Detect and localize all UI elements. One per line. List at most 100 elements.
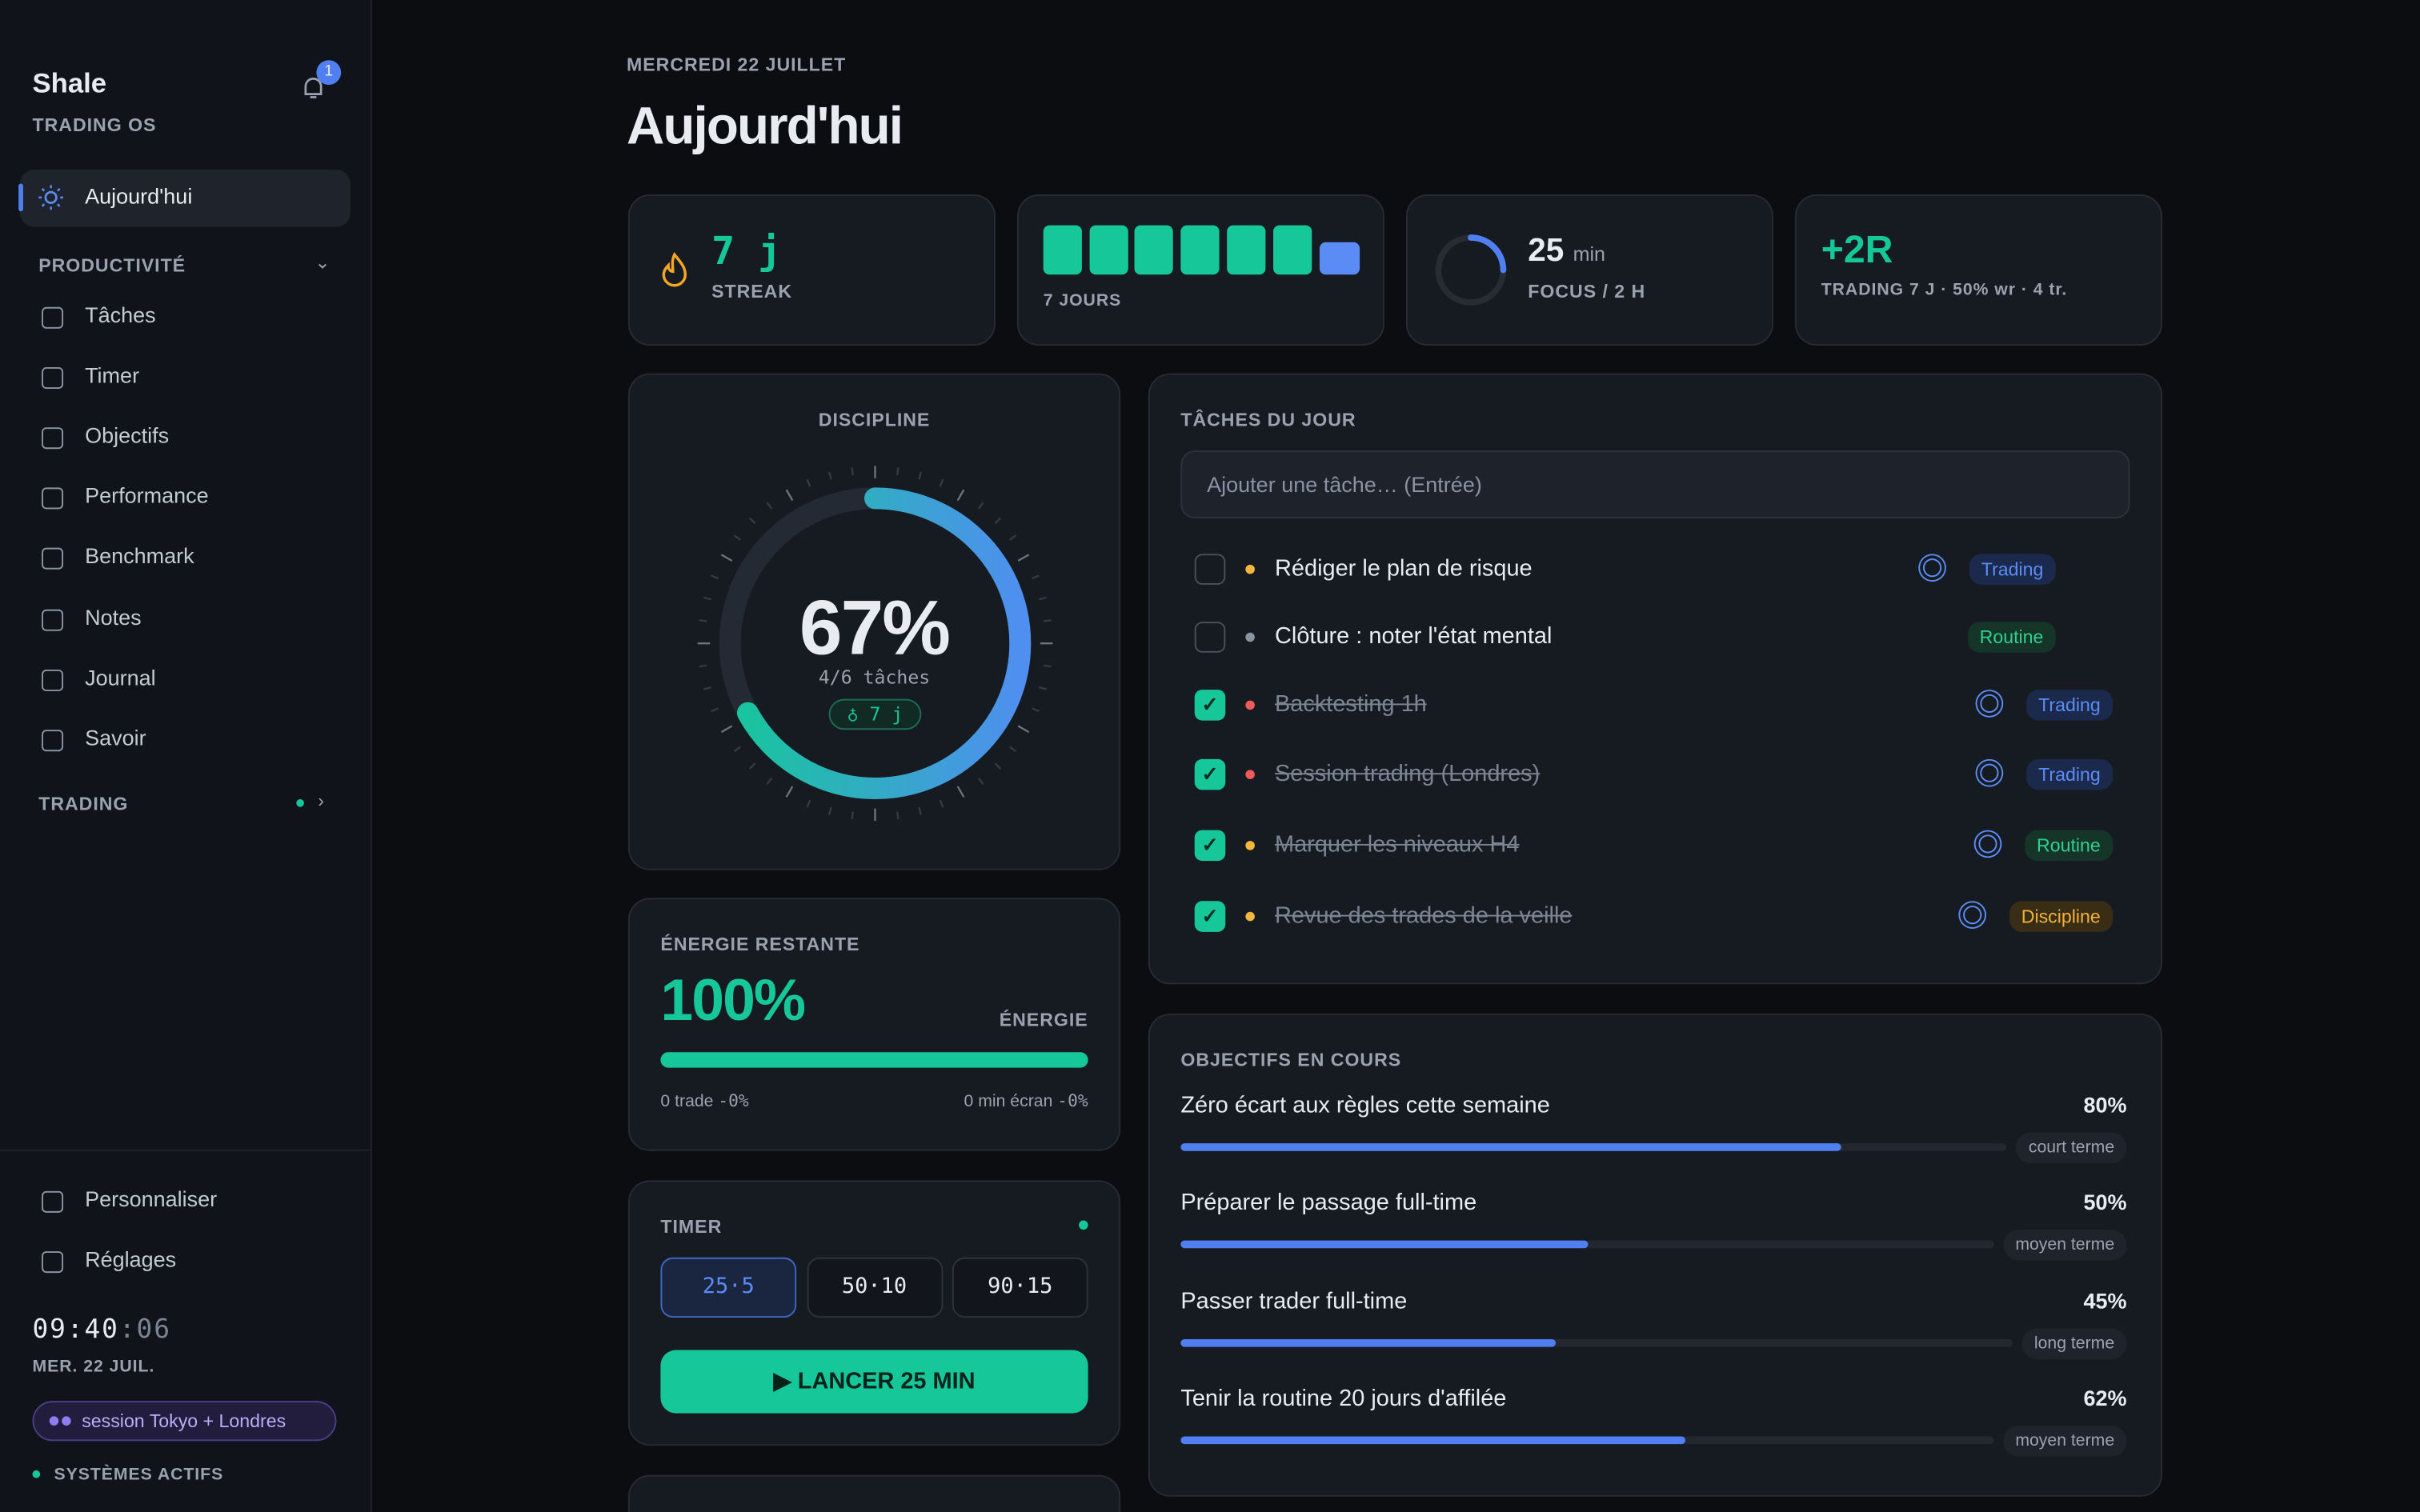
task-text[interactable]: Backtesting 1h [1274,690,1427,718]
bell-icon[interactable] [299,74,327,102]
dial-tick [827,471,832,480]
section-label[interactable]: TRADING [38,793,129,815]
dial-tick [1009,746,1017,753]
nav-icon [42,669,64,691]
session-label: session Tokyo + Londres [82,1410,286,1432]
task-text[interactable]: Clôture : noter l'état mental [1274,623,1553,650]
checkbox[interactable]: ✓ [1194,690,1226,721]
dial-tick [1039,686,1048,690]
goal-name: Passer trader full-time [1180,1287,1408,1314]
nav-label[interactable]: Notes [85,604,142,629]
nav-label[interactable]: Personnaliser [85,1186,218,1211]
nav-label[interactable]: Savoir [85,724,146,750]
task-text[interactable]: Marquer les niveaux H4 [1274,831,1520,858]
task-tag: Discipline [2009,901,2113,932]
target-icon [1980,763,1999,782]
ring-progress [719,487,1032,799]
day-bar [1043,225,1082,275]
card-title: TIMER [660,1215,723,1238]
chevron[interactable]: › [318,790,324,812]
discipline-tasks: 4/6 tâches [818,666,931,689]
dial-tick [733,534,741,541]
dial-tick [720,554,733,562]
energy-label: ÉNERGIE [999,1009,1088,1031]
dial-tick [748,762,756,770]
chevron[interactable]: ⌄ [315,251,331,274]
dial-tick [918,471,923,480]
goal-term: long terme [2021,1327,2127,1359]
task-text[interactable]: Session trading (Londres) [1274,760,1541,787]
nav-label[interactable]: Journal [85,664,156,690]
nav-label[interactable]: Aujourd'hui [85,183,193,209]
day-bar [1180,225,1220,275]
dial-tick [1017,554,1030,562]
brand: Shale [32,67,107,99]
card [627,1474,1121,1512]
dial-tick [703,686,711,690]
task-tag: Trading [2025,690,2113,721]
dial-tick [785,489,794,502]
energy-bar [660,1052,1088,1068]
checkbox[interactable]: ✓ [1194,758,1226,790]
goal-name: Préparer le passage full-time [1180,1190,1477,1217]
nav-icon [42,1190,64,1213]
priority-dot [1245,632,1255,642]
brand-subtitle: TRADING OS [32,114,157,136]
goal-percent: 45% [2083,1287,2127,1313]
task-text[interactable]: Rédiger le plan de risque [1274,555,1533,582]
nav-label[interactable]: Tâches [85,302,156,327]
text: 0 trade [660,1092,714,1111]
days-label: 7 JOURS [1043,291,1122,310]
checkbox[interactable] [1194,554,1226,585]
section-label[interactable]: PRODUCTIVITÉ [38,254,186,277]
timer-preset[interactable]: 25·5 [660,1257,797,1318]
day-bar [1226,225,1266,275]
dial-tick [1032,707,1040,713]
nav-label[interactable]: Timer [85,362,140,388]
nav-active[interactable] [20,170,351,227]
task-input[interactable] [1180,450,2130,518]
card-title: TÂCHES DU JOUR [1180,409,1356,431]
nav-icon [42,367,64,390]
timer-preset[interactable]: 90·15 [952,1257,1088,1318]
status-dot [296,798,304,807]
divider [0,1149,371,1151]
target-icon [1922,558,1942,578]
goal-name: Tenir la routine 20 jours d'affilée [1180,1385,1507,1412]
target-icon [1980,694,1999,713]
nav-label[interactable]: Objectifs [85,422,170,448]
task-text[interactable]: Revue des trades de la veille [1274,902,1573,929]
nav-label[interactable]: Benchmark [85,543,194,569]
streak-label: STREAK [711,280,793,302]
task-tag: Routine [1967,622,2056,653]
notification-badge: 1 [316,60,342,86]
trading-label: TRADING 7 J · 50% wr · 4 tr. [1821,280,2068,300]
dial-tick [703,596,711,601]
focus-unit: min [1573,242,1606,266]
checkbox[interactable]: ✓ [1194,830,1226,862]
dial-tick [720,725,733,734]
status-dot [32,1470,41,1478]
dial-tick [956,489,965,502]
start-button[interactable]: ▶ LANCER 25 MIN [660,1350,1088,1414]
task-tag: Trading [2025,758,2113,790]
focus-label: FOCUS / 2 H [1528,280,1646,302]
nav-label[interactable]: Performance [85,483,209,509]
dial-tick [851,467,854,476]
dial-tick [699,619,707,622]
focus-number: 25 [1528,233,1565,269]
text: 0 min écran [964,1092,1053,1111]
timer-preset[interactable]: 50·10 [806,1257,943,1318]
day-bar-today [1319,242,1360,275]
nav-label[interactable]: Réglages [85,1246,177,1271]
checkbox[interactable] [1194,622,1226,653]
checkbox[interactable]: ✓ [1194,901,1226,932]
card-title: ÉNERGIE RESTANTE [660,933,860,955]
goal-term: moyen terme [2002,1425,2127,1457]
session-pill[interactable] [32,1401,337,1442]
goals-card [1148,1014,2162,1497]
priority-dot [1245,841,1255,850]
trading-value: +2R [1821,228,1893,272]
dial-tick [896,467,899,476]
